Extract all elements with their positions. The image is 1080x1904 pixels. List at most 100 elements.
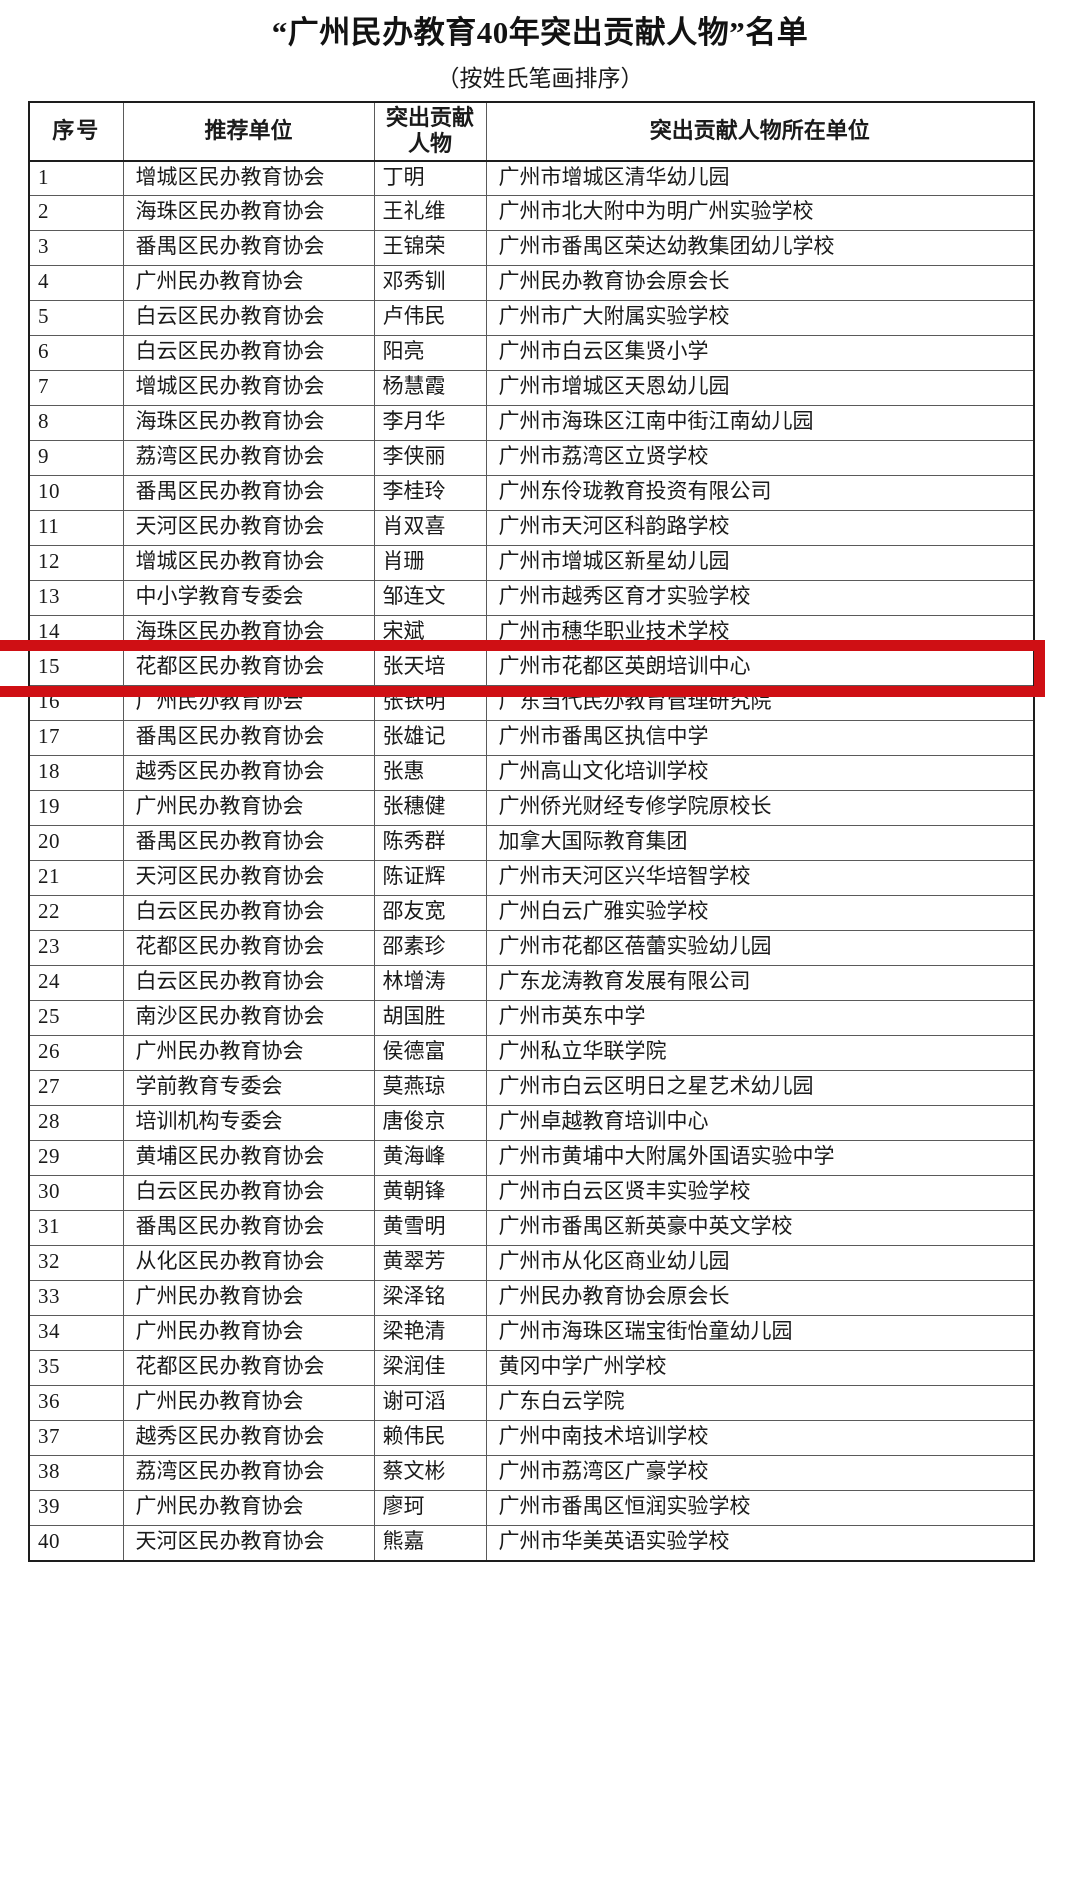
cell-index: 9	[28, 440, 124, 477]
cell-index: 1	[28, 160, 124, 197]
cell-person: 黄翠芳	[373, 1245, 487, 1282]
cell-organization: 广州中南技术培训学校	[485, 1420, 1035, 1457]
cell-index: 29	[28, 1140, 124, 1177]
cell-organization: 广州市穗华职业技术学校	[485, 615, 1035, 652]
cell-recommending-unit: 花都区民办教育协会	[122, 930, 375, 967]
cell-recommending-unit: 海珠区民办教育协会	[122, 195, 375, 232]
cell-index: 10	[28, 475, 124, 512]
cell-index: 11	[28, 510, 124, 547]
cell-organization: 广州市番禺区荣达幼教集团幼儿学校	[485, 230, 1035, 267]
table-row: 40 天河区民办教育协会 熊嘉 广州市华美英语实验学校	[28, 1525, 1035, 1562]
cell-person: 卢伟民	[373, 300, 487, 337]
table-row: 39 广州民办教育协会 廖珂 广州市番禺区恒润实验学校	[28, 1490, 1035, 1527]
cell-index: 40	[28, 1525, 124, 1562]
cell-organization: 广州市天河区兴华培智学校	[485, 860, 1035, 897]
column-header-person: 突出贡献人物	[373, 101, 487, 162]
cell-person: 梁润佳	[373, 1350, 487, 1387]
roster-table-container: 序号 推荐单位 突出贡献人物 突出贡献人物所在单位 1 增城区民办教育协会 丁明 广州…	[0, 100, 1080, 1562]
cell-recommending-unit: 培训机构专委会	[122, 1105, 375, 1142]
cell-index: 33	[28, 1280, 124, 1317]
cell-organization: 广州市英东中学	[485, 1000, 1035, 1037]
table-row: 16 广州民办教育协会 张铁明 广东当代民办教育管理研究院	[28, 685, 1035, 722]
table-row: 25 南沙区民办教育协会 胡国胜 广州市英东中学	[28, 1000, 1035, 1037]
cell-person: 蔡文彬	[373, 1455, 487, 1492]
page-title: “广州民办教育40年突出贡献人物”名单	[271, 15, 809, 50]
cell-person: 胡国胜	[373, 1000, 487, 1037]
cell-organization: 广州市番禺区恒润实验学校	[485, 1490, 1035, 1527]
table-row: 14 海珠区民办教育协会 宋斌 广州市穗华职业技术学校	[28, 615, 1035, 652]
cell-person: 张铁明	[373, 685, 487, 722]
cell-index: 39	[28, 1490, 124, 1527]
cell-index: 25	[28, 1000, 124, 1037]
table-header: 序号 推荐单位 突出贡献人物 突出贡献人物所在单位	[28, 101, 1035, 162]
table-row: 27 学前教育专委会 莫燕琼 广州市白云区明日之星艺术幼儿园	[28, 1070, 1035, 1107]
roster-table: 序号 推荐单位 突出贡献人物 突出贡献人物所在单位 1 增城区民办教育协会 丁明 广州…	[28, 100, 1035, 1562]
cell-recommending-unit: 天河区民办教育协会	[122, 1525, 375, 1562]
cell-organization: 广州市增城区新星幼儿园	[485, 545, 1035, 582]
cell-organization: 广州市增城区清华幼儿园	[485, 160, 1035, 197]
cell-person: 李月华	[373, 405, 487, 442]
cell-person: 王礼维	[373, 195, 487, 232]
cell-index: 12	[28, 545, 124, 582]
cell-person: 张雄记	[373, 720, 487, 757]
cell-index: 7	[28, 370, 124, 407]
cell-organization: 广州市增城区天恩幼儿园	[485, 370, 1035, 407]
cell-index: 31	[28, 1210, 124, 1247]
cell-organization: 广州市海珠区江南中街江南幼儿园	[485, 405, 1035, 442]
cell-index: 22	[28, 895, 124, 932]
cell-person: 张穗健	[373, 790, 487, 827]
cell-person: 廖珂	[373, 1490, 487, 1527]
cell-index: 4	[28, 265, 124, 302]
cell-recommending-unit: 番禺区民办教育协会	[122, 720, 375, 757]
table-row: 3 番禺区民办教育协会 王锦荣 广州市番禺区荣达幼教集团幼儿学校	[28, 230, 1035, 267]
cell-person: 李侠丽	[373, 440, 487, 477]
cell-index: 37	[28, 1420, 124, 1457]
cell-recommending-unit: 增城区民办教育协会	[122, 160, 375, 197]
cell-organization: 广州市天河区科韵路学校	[485, 510, 1035, 547]
cell-organization: 广州市荔湾区广豪学校	[485, 1455, 1035, 1492]
cell-person: 陈秀群	[373, 825, 487, 862]
cell-index: 27	[28, 1070, 124, 1107]
cell-recommending-unit: 广州民办教育协会	[122, 1315, 375, 1352]
cell-organization: 广州市海珠区瑞宝街怡童幼儿园	[485, 1315, 1035, 1352]
cell-organization: 广州市从化区商业幼儿园	[485, 1245, 1035, 1282]
cell-index: 26	[28, 1035, 124, 1072]
table-row: 36 广州民办教育协会 谢可滔 广东白云学院	[28, 1385, 1035, 1422]
cell-organization: 广东白云学院	[485, 1385, 1035, 1422]
cell-person: 王锦荣	[373, 230, 487, 267]
table-row: 7 增城区民办教育协会 杨慧霞 广州市增城区天恩幼儿园	[28, 370, 1035, 407]
cell-index: 15	[28, 650, 124, 687]
table-row: 34 广州民办教育协会 梁艳清 广州市海珠区瑞宝街怡童幼儿园	[28, 1315, 1035, 1352]
cell-index: 17	[28, 720, 124, 757]
cell-index: 21	[28, 860, 124, 897]
cell-organization: 广州市白云区明日之星艺术幼儿园	[485, 1070, 1035, 1107]
cell-organization: 广州侨光财经专修学院原校长	[485, 790, 1035, 827]
table-row: 24 白云区民办教育协会 林增涛 广东龙涛教育发展有限公司	[28, 965, 1035, 1002]
cell-index: 2	[28, 195, 124, 232]
cell-person: 黄朝锋	[373, 1175, 487, 1212]
cell-recommending-unit: 增城区民办教育协会	[122, 545, 375, 582]
cell-person: 丁明	[373, 160, 487, 197]
cell-recommending-unit: 越秀区民办教育协会	[122, 755, 375, 792]
cell-recommending-unit: 白云区民办教育协会	[122, 1175, 375, 1212]
cell-index: 36	[28, 1385, 124, 1422]
table-row: 4 广州民办教育协会 邓秀钏 广州民办教育协会原会长	[28, 265, 1035, 302]
table-row: 23 花都区民办教育协会 邵素珍 广州市花都区蓓蕾实验幼儿园	[28, 930, 1035, 967]
table-row: 37 越秀区民办教育协会 赖伟民 广州中南技术培训学校	[28, 1420, 1035, 1457]
cell-index: 16	[28, 685, 124, 722]
cell-recommending-unit: 南沙区民办教育协会	[122, 1000, 375, 1037]
cell-recommending-unit: 广州民办教育协会	[122, 790, 375, 827]
table-row: 13 中小学教育专委会 邹连文 广州市越秀区育才实验学校	[28, 580, 1035, 617]
cell-recommending-unit: 番禺区民办教育协会	[122, 825, 375, 862]
cell-person: 林增涛	[373, 965, 487, 1002]
cell-organization: 广州市花都区英朗培训中心	[485, 650, 1035, 687]
cell-person: 梁泽铭	[373, 1280, 487, 1317]
cell-organization: 广东当代民办教育管理研究院	[485, 685, 1035, 722]
cell-person: 邓秀钏	[373, 265, 487, 302]
cell-recommending-unit: 广州民办教育协会	[122, 685, 375, 722]
table-row: 18 越秀区民办教育协会 张惠 广州高山文化培训学校	[28, 755, 1035, 792]
cell-recommending-unit: 花都区民办教育协会	[122, 1350, 375, 1387]
cell-organization: 加拿大国际教育集团	[485, 825, 1035, 862]
cell-index: 13	[28, 580, 124, 617]
